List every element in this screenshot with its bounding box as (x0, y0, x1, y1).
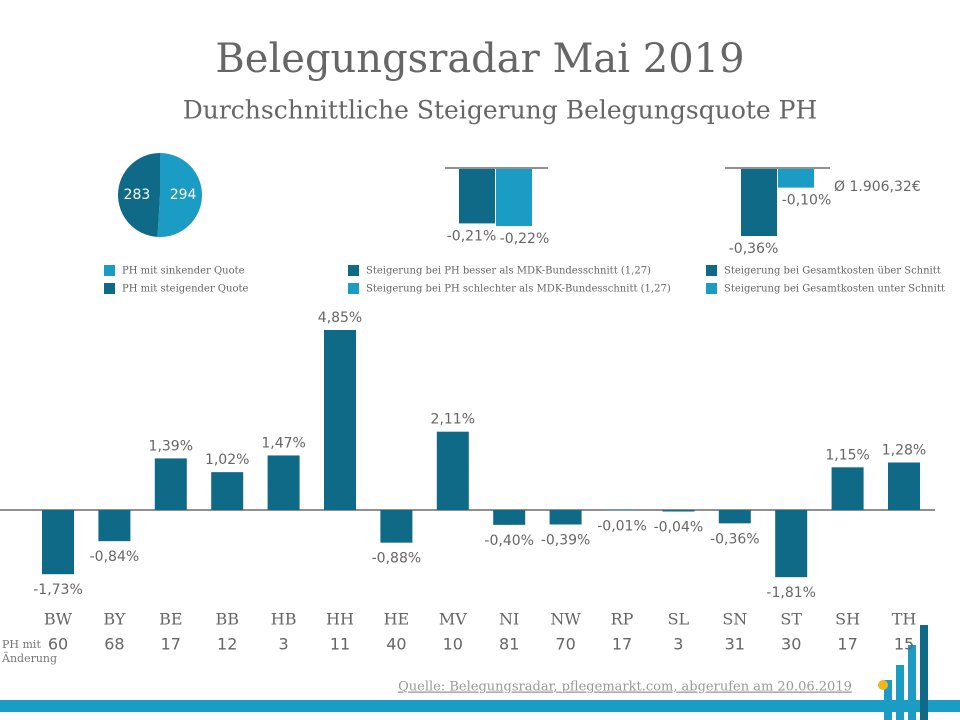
count-label: 31 (725, 635, 745, 654)
value-label: -0,88% (372, 551, 422, 567)
x-tick-label: BB (215, 610, 239, 629)
bar (549, 510, 582, 525)
value-label: -0,04% (654, 519, 704, 535)
x-tick-label: NW (550, 610, 581, 629)
bar (888, 462, 920, 510)
value-label: -1,81% (766, 585, 816, 601)
count-label: 3 (673, 635, 683, 654)
count-label: 40 (386, 635, 406, 654)
value-label: -0,36% (729, 241, 779, 257)
x-tick-label: HH (326, 610, 354, 629)
title: Belegungsradar Mai 2019 (215, 36, 744, 82)
legend-swatch (348, 265, 359, 276)
x-tick-label: SN (722, 610, 747, 629)
legend-label: PH mit sinkender Quote (122, 266, 245, 277)
value-label: -0,10% (782, 193, 832, 209)
count-label: 70 (555, 635, 575, 654)
count-label: 15 (894, 635, 914, 654)
legend-swatch (104, 265, 115, 276)
count-label: 17 (612, 635, 632, 654)
pie-slice (118, 153, 160, 237)
count-label: 68 (104, 635, 124, 654)
bar (154, 458, 187, 510)
count-label: 17 (161, 635, 181, 654)
logo (878, 625, 928, 720)
bar (496, 169, 532, 226)
value-label: -0,40% (484, 533, 534, 549)
value-label: -0,39% (541, 532, 591, 548)
x-tick-label: TH (892, 610, 917, 629)
value-label: -0,22% (500, 231, 550, 247)
count-label: 17 (837, 635, 857, 654)
legend-label: Steigerung bei Gesamtkosten über Schnitt (724, 266, 941, 277)
bar (267, 455, 300, 510)
bar (493, 510, 526, 525)
x-tick-label: BW (44, 610, 73, 629)
value-label: -0,84% (90, 549, 140, 565)
value-label: 1,28% (882, 442, 926, 458)
count-label: 30 (781, 635, 801, 654)
x-tick-label: SH (835, 610, 860, 629)
bar (831, 467, 864, 510)
legend-swatch (706, 265, 717, 276)
x-tick-label: SL (668, 610, 690, 629)
value-label: -0,21% (447, 228, 497, 244)
source: Quelle: Belegungsradar, pflegemarkt.com,… (398, 680, 852, 695)
legend-swatch (104, 283, 115, 294)
x-tick-label: HE (384, 610, 410, 629)
bar (98, 510, 131, 542)
bar (775, 510, 808, 578)
bar (662, 510, 695, 512)
bar (436, 431, 469, 510)
x-tick-label: NI (499, 610, 519, 629)
x-tick-label: BY (103, 610, 125, 629)
x-tick-label: HB (271, 610, 297, 629)
value-label: 1,15% (825, 447, 869, 463)
legend-swatch (348, 283, 359, 294)
value-label: 4,85% (318, 310, 362, 326)
value-label: 1,47% (261, 435, 305, 451)
bar (459, 169, 495, 224)
count-label: 10 (443, 635, 463, 654)
footer-bar (0, 700, 960, 712)
row-label: PH mit Änderung (2, 638, 58, 665)
count-label: 60 (48, 635, 68, 654)
value-label: 2,11% (431, 412, 475, 428)
count-label: 11 (330, 635, 350, 654)
legend-label: Steigerung bei PH schlechter als MDK-Bun… (366, 284, 671, 295)
subtitle: Durchschnittliche Steigerung Belegungsqu… (183, 96, 818, 125)
count-label: 81 (499, 635, 519, 654)
bar (324, 330, 356, 510)
count-label: 12 (217, 635, 237, 654)
x-tick-label: RP (611, 610, 634, 629)
pie-label: 283 (124, 187, 151, 203)
bar (42, 510, 74, 575)
bar (211, 472, 244, 510)
pie-slice (157, 153, 203, 238)
pie-label: 294 (170, 187, 197, 203)
bar (606, 510, 638, 511)
legend-swatch (706, 283, 717, 294)
bar (778, 169, 814, 188)
bar (718, 510, 751, 524)
value-label: -0,36% (710, 531, 760, 547)
annotation: Ø 1.906,32€ (834, 179, 921, 195)
legend-label: Steigerung bei Gesamtkosten unter Schnit… (724, 284, 945, 295)
legend-label: PH mit steigender Quote (122, 284, 248, 295)
x-tick-label: ST (780, 610, 802, 629)
bar (741, 169, 777, 236)
x-tick-label: BE (159, 610, 182, 629)
value-label: -1,73% (33, 582, 83, 598)
legend-label: Steigerung bei PH besser als MDK-Bundess… (366, 266, 651, 277)
value-label: 1,02% (205, 452, 249, 468)
x-tick-label: MV (439, 610, 467, 629)
bar (380, 510, 413, 543)
value-label: -0,01% (597, 518, 647, 534)
value-label: 1,39% (149, 438, 193, 454)
count-label: 3 (279, 635, 289, 654)
